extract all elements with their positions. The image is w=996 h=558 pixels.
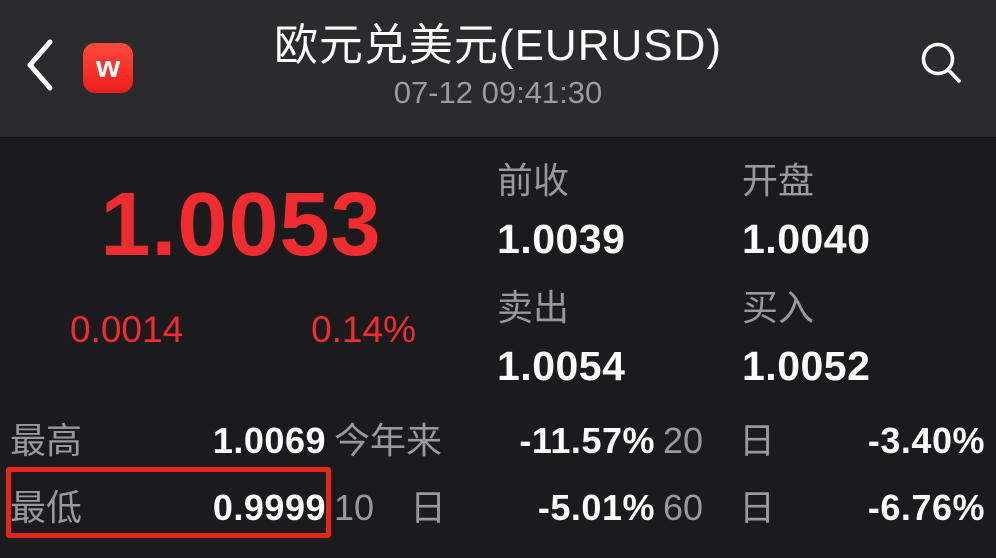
10day-label: 10 日: [334, 489, 446, 526]
prev-close-value: 1.0039: [497, 216, 626, 262]
ask-label: 卖出: [497, 287, 570, 328]
logo-letter: w: [95, 49, 121, 84]
search-icon: [918, 40, 964, 93]
20day-label: 20 日: [663, 422, 775, 459]
20day-value: -3.40%: [867, 420, 985, 461]
ytd-label: 今年来: [334, 422, 446, 459]
high-value: 1.0069: [212, 420, 326, 461]
high-label: 最高: [10, 420, 83, 461]
60day-label-num: 60: [663, 487, 704, 528]
search-button[interactable]: [916, 40, 966, 92]
back-button[interactable]: [22, 38, 58, 96]
prev-close-label: 前收: [497, 160, 570, 201]
change-row: 0.0014 0.14%: [70, 310, 416, 350]
bid-value: 1.0052: [742, 343, 871, 389]
60day-value: -6.76%: [867, 487, 985, 528]
10day-label-unit: 日: [409, 487, 446, 528]
low-value: 0.9999: [212, 487, 326, 528]
10day-value: -5.01%: [537, 487, 655, 528]
bid-label: 买入: [742, 287, 815, 328]
20day-label-unit: 日: [738, 420, 775, 461]
header-bar: w 欧元兑美元(EURUSD) 07-12 09:41:30: [0, 0, 996, 138]
low-label: 最低: [10, 487, 83, 528]
60day-label: 60 日: [663, 489, 775, 526]
ytd-value: -11.57%: [519, 420, 655, 461]
quote-timestamp: 07-12 09:41:30: [393, 75, 603, 110]
10day-label-num: 10: [334, 487, 375, 528]
60day-label-unit: 日: [738, 487, 775, 528]
title-block: 欧元兑美元(EURUSD) 07-12 09:41:30: [140, 20, 856, 112]
price-change: 0.0014: [70, 309, 184, 350]
open-label: 开盘: [742, 160, 815, 201]
ask-value: 1.0054: [497, 343, 626, 389]
20day-label-num: 20: [663, 420, 704, 461]
wind-app-logo-icon: w: [83, 43, 133, 93]
ytd-label-text: 今年来: [334, 420, 443, 461]
last-price: 1.0053: [100, 175, 382, 275]
price-change-percent: 0.14%: [311, 309, 416, 350]
quote-fields-col2: 开盘 1.0040 买入 1.0052: [742, 163, 982, 417]
quote-fields-col1: 前收 1.0039 卖出 1.0054: [497, 163, 737, 417]
open-value: 1.0040: [742, 216, 871, 262]
chevron-left-icon: [24, 37, 56, 98]
page-title: 欧元兑美元(EURUSD): [273, 21, 723, 70]
